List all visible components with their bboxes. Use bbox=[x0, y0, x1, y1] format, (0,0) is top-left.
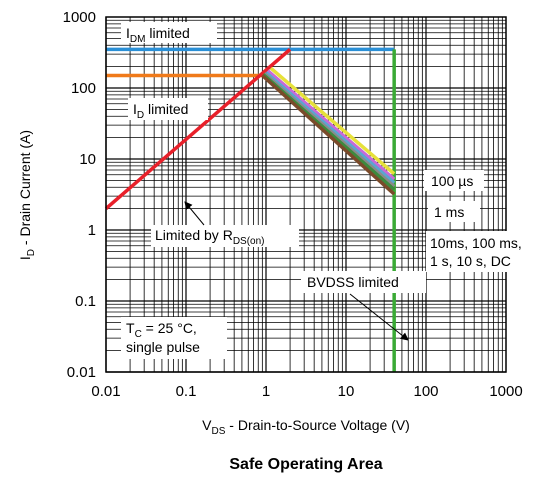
y-axis-label: ID - Drain Current (A) bbox=[17, 130, 37, 260]
annotation-dc: 10ms, 100 ms, 1 s, 10 s, DC bbox=[426, 231, 545, 272]
annotation-100us: 100 µs bbox=[424, 170, 484, 191]
series-line-4 bbox=[269, 66, 396, 176]
rds-arrow bbox=[184, 201, 205, 226]
series-line-6 bbox=[264, 71, 396, 185]
annotation-idm: IDM limited bbox=[121, 22, 217, 45]
svg-text:single pulse: single pulse bbox=[126, 339, 200, 355]
svg-text:ID limited: ID limited bbox=[133, 101, 188, 121]
annotation-id: ID limited bbox=[128, 98, 208, 121]
series-line-2 bbox=[104, 48, 292, 210]
x-tick-label: 0.01 bbox=[91, 383, 120, 400]
series-line-5 bbox=[266, 69, 396, 181]
tick-labels: 0.01 0.1 1 10 100 1000 0.01 0.1 1 10 100 1000 bbox=[63, 9, 523, 400]
series-group bbox=[104, 47, 396, 372]
y-tick-label: 1 bbox=[88, 222, 96, 239]
series-line-9 bbox=[261, 74, 396, 196]
svg-text:Limited by RDS(on): Limited by RDS(on) bbox=[155, 227, 265, 247]
svg-text:100 µs: 100 µs bbox=[431, 173, 473, 189]
x-tick-label: 10 bbox=[338, 383, 355, 400]
annotation-1ms: 1 ms bbox=[428, 201, 480, 222]
svg-text:BVDSS limited: BVDSS limited bbox=[307, 274, 399, 290]
x-tick-label: 0.1 bbox=[176, 383, 197, 400]
x-axis-label: VDS - Drain-to-Source Voltage (V) bbox=[202, 417, 410, 437]
plot-frame bbox=[105, 16, 507, 373]
x-tick-label: 1000 bbox=[489, 383, 522, 400]
y-tick-label: 100 bbox=[71, 80, 96, 97]
svg-text:10ms, 100 ms,: 10ms, 100 ms, bbox=[430, 235, 522, 251]
svg-text:TC = 25 °C,: TC = 25 °C, bbox=[126, 320, 197, 340]
annotation-rds: Limited by RDS(on) bbox=[151, 225, 299, 247]
y-tick-label: 0.01 bbox=[67, 364, 96, 381]
svg-text:IDM limited: IDM limited bbox=[126, 25, 190, 45]
y-tick-label: 10 bbox=[79, 151, 96, 168]
svg-text:1 s, 10 s, DC: 1 s, 10 s, DC bbox=[430, 253, 511, 269]
y-tick-label: 0.1 bbox=[75, 293, 96, 310]
x-tick-label: 1 bbox=[262, 383, 270, 400]
svg-text:1 ms: 1 ms bbox=[434, 204, 464, 220]
annotation-tc: TC = 25 °C, single pulse bbox=[121, 317, 227, 359]
bvdss-arrow bbox=[349, 293, 409, 341]
chart-title: Safe Operating Area bbox=[229, 456, 382, 473]
x-tick-label: 100 bbox=[413, 383, 438, 400]
y-tick-label: 1000 bbox=[63, 9, 96, 26]
annotation-bvdss: BVDSS limited bbox=[301, 271, 426, 293]
